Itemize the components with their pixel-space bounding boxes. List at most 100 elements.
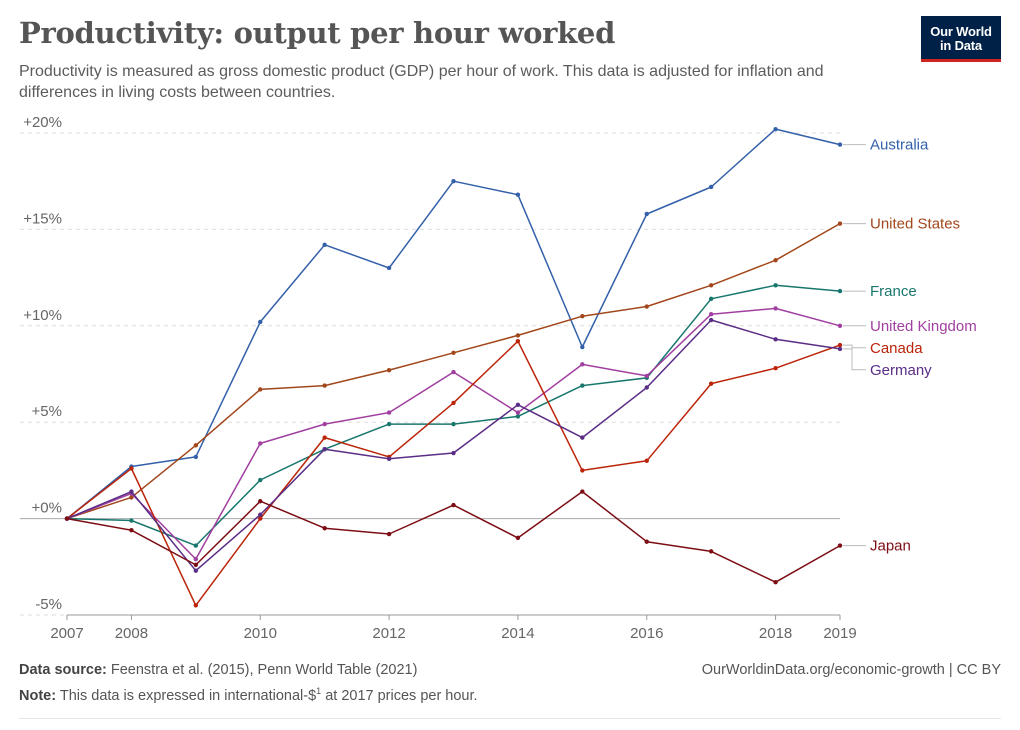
point-france-2019[interactable] — [837, 288, 843, 294]
point-germany-2008[interactable] — [129, 489, 134, 494]
point-canada-2013[interactable] — [451, 400, 456, 406]
point-united-kingdom-2012[interactable] — [386, 410, 392, 415]
point-germany-2017[interactable] — [708, 317, 714, 323]
point-japan-2018[interactable] — [773, 580, 778, 585]
point-germany-2012[interactable] — [386, 456, 392, 462]
point-united-states-2008[interactable] — [129, 495, 134, 500]
point-united-kingdom-2013[interactable] — [451, 369, 456, 375]
point-france-2008[interactable] — [129, 518, 134, 523]
point-united-states-2018[interactable] — [773, 258, 778, 263]
series-label-australia[interactable]: Australia — [870, 137, 929, 154]
point-japan-2016[interactable] — [644, 539, 649, 544]
point-australia-2014[interactable] — [515, 192, 521, 197]
series-line-germany[interactable] — [66, 319, 841, 572]
point-united-kingdom-2016[interactable] — [644, 373, 649, 379]
point-australia-2018[interactable] — [773, 126, 778, 132]
point-canada-2017[interactable] — [708, 381, 714, 386]
data-source-text[interactable]: Feenstra et al. (2015), Penn World Table… — [110, 662, 418, 678]
point-japan-2012[interactable] — [386, 531, 392, 537]
point-united-states-2017[interactable] — [708, 283, 714, 288]
point-japan-2015[interactable] — [580, 489, 585, 494]
point-canada-2016[interactable] — [644, 458, 649, 463]
point-japan-2009[interactable] — [193, 562, 199, 568]
owid-logo[interactable]: Our World in Data — [921, 16, 1001, 62]
series-united-kingdom[interactable] — [64, 306, 843, 562]
point-france-2018[interactable] — [773, 283, 778, 288]
point-canada-2014[interactable] — [515, 339, 521, 344]
point-united-kingdom-2010[interactable] — [258, 441, 263, 446]
point-united-states-2011[interactable] — [322, 383, 327, 388]
point-canada-2018[interactable] — [773, 366, 778, 371]
series-line-canada[interactable] — [66, 340, 841, 607]
series-label-france[interactable]: France — [870, 283, 917, 300]
note-superscript[interactable]: 1 — [316, 686, 322, 696]
point-germany-2016[interactable] — [644, 385, 649, 390]
series-label-germany[interactable]: Germany — [870, 362, 932, 379]
credit-link[interactable]: OurWorldinData.org/economic-growth | CC … — [701, 662, 1001, 678]
point-japan-2019[interactable] — [837, 543, 843, 548]
point-japan-2014[interactable] — [515, 535, 521, 541]
point-france-2015[interactable] — [580, 383, 585, 388]
point-united-states-2019[interactable] — [837, 221, 843, 226]
point-united-kingdom-2018[interactable] — [773, 306, 778, 311]
point-france-2009[interactable] — [193, 543, 199, 548]
point-united-kingdom-2011[interactable] — [322, 421, 327, 427]
point-australia-2009[interactable] — [193, 454, 199, 460]
point-canada-2009[interactable] — [193, 603, 199, 608]
point-germany-2010[interactable] — [258, 512, 263, 517]
point-canada-2008[interactable] — [129, 466, 134, 471]
point-australia-2012[interactable] — [386, 265, 392, 271]
point-united-states-2013[interactable] — [451, 350, 456, 355]
point-france-2013[interactable] — [451, 421, 456, 427]
point-australia-2017[interactable] — [708, 184, 714, 190]
point-united-states-2010[interactable] — [258, 387, 263, 392]
point-united-kingdom-2009[interactable] — [193, 556, 199, 562]
series-label-united-kingdom[interactable]: United Kingdom — [870, 318, 977, 335]
series-france[interactable] — [64, 283, 843, 548]
point-united-states-2009[interactable] — [193, 443, 199, 448]
point-france-2014[interactable] — [515, 414, 521, 419]
point-france-2017[interactable] — [708, 296, 714, 302]
point-australia-2019[interactable] — [837, 142, 843, 147]
point-japan-2010[interactable] — [258, 499, 263, 504]
point-france-2012[interactable] — [386, 421, 392, 427]
point-canada-2010[interactable] — [258, 516, 263, 521]
point-japan-2017[interactable] — [708, 549, 714, 554]
point-germany-2009[interactable] — [193, 568, 199, 573]
point-germany-2019[interactable] — [837, 346, 843, 352]
series-united-states[interactable] — [64, 221, 843, 521]
point-japan-2008[interactable] — [129, 527, 134, 533]
point-japan-2007[interactable] — [64, 516, 70, 521]
point-germany-2013[interactable] — [451, 450, 456, 456]
series-japan[interactable] — [64, 489, 843, 585]
point-united-kingdom-2015[interactable] — [580, 362, 585, 367]
point-australia-2015[interactable] — [580, 344, 585, 350]
point-canada-2015[interactable] — [580, 468, 585, 473]
point-germany-2015[interactable] — [580, 435, 585, 440]
point-france-2010[interactable] — [258, 477, 263, 483]
point-australia-2016[interactable] — [644, 211, 649, 217]
point-united-kingdom-2017[interactable] — [708, 312, 714, 317]
series-label-canada[interactable]: Canada — [870, 340, 923, 357]
point-australia-2011[interactable] — [322, 242, 327, 248]
point-canada-2019[interactable] — [837, 342, 843, 348]
point-japan-2011[interactable] — [322, 526, 327, 531]
point-canada-2011[interactable] — [322, 435, 327, 440]
point-germany-2018[interactable] — [773, 337, 778, 342]
point-united-states-2015[interactable] — [580, 313, 585, 319]
point-united-states-2014[interactable] — [515, 333, 521, 338]
series-canada[interactable] — [64, 339, 843, 608]
series-germany[interactable] — [64, 317, 843, 573]
point-australia-2013[interactable] — [451, 179, 456, 184]
series-line-united-kingdom[interactable] — [66, 307, 841, 560]
series-label-united-states[interactable]: United States — [870, 216, 960, 233]
point-united-states-2016[interactable] — [644, 304, 649, 309]
point-australia-2010[interactable] — [258, 319, 263, 325]
point-japan-2013[interactable] — [451, 502, 456, 508]
point-united-states-2012[interactable] — [386, 367, 392, 373]
point-germany-2011[interactable] — [322, 446, 327, 452]
point-united-kingdom-2014[interactable] — [515, 410, 521, 415]
point-germany-2014[interactable] — [515, 402, 521, 408]
series-label-japan[interactable]: Japan — [870, 538, 911, 555]
point-united-kingdom-2019[interactable] — [837, 323, 843, 328]
